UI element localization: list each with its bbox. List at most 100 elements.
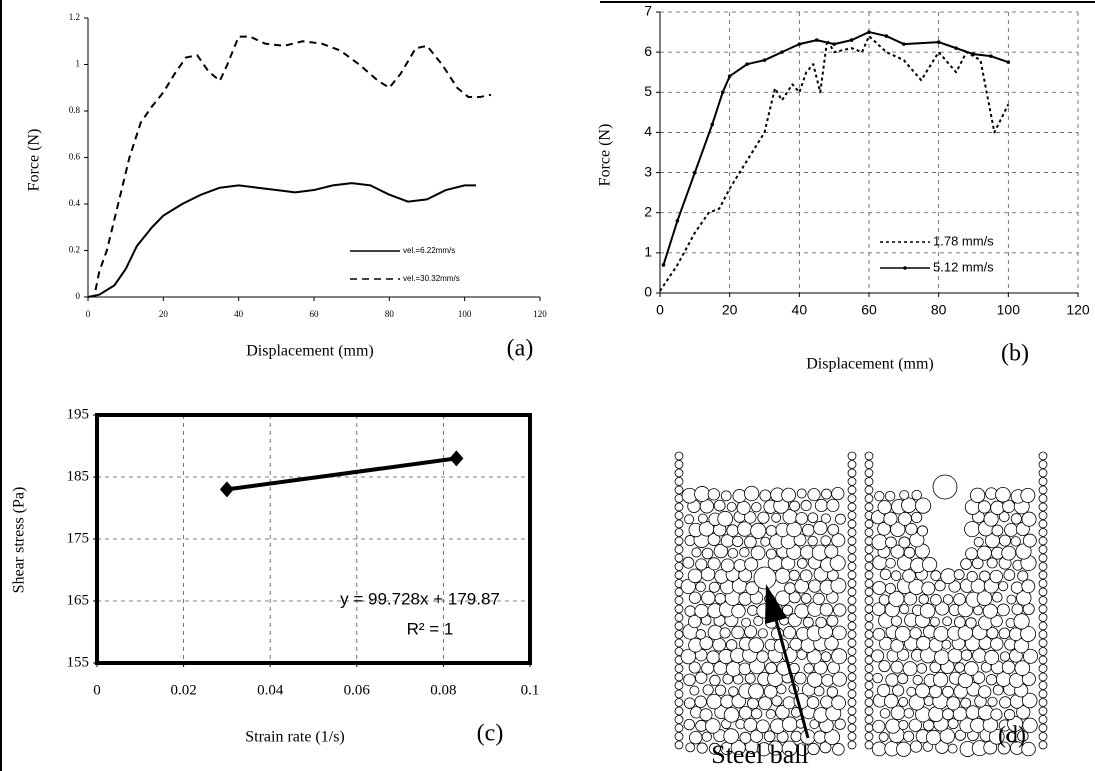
particle [942,685,954,698]
particle [1016,705,1031,720]
particle [1010,513,1022,525]
particle [688,661,701,674]
particle [942,616,953,627]
particle [939,728,956,744]
particle [1038,570,1048,580]
particle [864,613,874,622]
particle [802,616,814,628]
particle [1038,468,1048,478]
particle [743,717,758,732]
particle [674,460,684,469]
particle [919,603,936,619]
point [219,481,234,498]
particle [674,613,684,622]
particle [821,488,832,500]
particle [871,534,888,551]
particle [820,651,832,662]
x-tick-label: 100 [997,302,1021,318]
particle [874,490,885,502]
particle [739,547,750,558]
legend-label: vel.=6.22mm/s [403,246,455,255]
particle [1038,664,1048,673]
particle [717,510,734,527]
particle [999,696,1012,709]
particle [935,601,950,616]
particle [831,486,845,501]
x-axis-title: Displacement (mm) [806,356,934,373]
particle [847,689,857,699]
particle [674,672,684,682]
particle [744,511,757,524]
particle [997,603,1010,617]
particle [831,533,846,548]
particle [808,579,822,593]
particle [903,592,918,606]
x-tick-label: 0.02 [170,682,196,698]
particle [998,627,1011,640]
particle [1038,528,1048,537]
x-axis-title: Displacement (mm) [246,343,374,360]
particle [694,486,710,502]
particle [879,568,892,580]
point [954,46,958,50]
particle [685,742,696,753]
particle [847,740,857,750]
particle [706,650,720,664]
particle [884,582,896,594]
particle [1038,502,1048,512]
particle [933,626,949,642]
particle [864,451,874,461]
point [675,218,680,223]
particle [831,648,848,665]
panel-label: (a) [507,336,534,362]
particle [960,649,973,661]
particle [864,460,874,469]
particle [696,742,708,754]
particle [972,671,986,684]
particle [864,689,874,699]
particle [706,693,722,710]
particle [788,569,800,581]
particle [763,730,776,743]
particle [821,674,834,687]
particle [757,511,770,524]
particle [941,639,952,650]
particle [966,570,978,583]
y-tick-label: 195 [67,406,90,422]
y-axis-title: Shear stress (Pa) [11,487,28,594]
particle [1011,603,1024,616]
particle [957,672,974,689]
particle [832,743,845,756]
particle [847,638,857,648]
particle [897,648,910,661]
particle [864,579,874,588]
x-tick-label: 0 [86,309,91,319]
y-tick-label: 0.6 [69,152,81,162]
y-tick-label: 3 [644,163,652,179]
y-axis-title: Force (N) [597,124,614,187]
particle [674,706,684,716]
particle [834,513,846,525]
particle [1020,487,1036,503]
point [1006,60,1011,64]
y-tick-label: 0.2 [69,245,80,255]
particle [832,625,847,641]
particle [826,498,840,512]
particle [747,605,758,616]
particle [953,593,966,606]
particle [812,592,825,606]
particle [1038,638,1048,648]
chart: 0 0.2 0.4 0.6 0.8 1 1.2 0 20 40 60 80 100 120 vel.=6.2… [26,12,548,361]
particle [1021,511,1037,527]
particle [751,708,763,720]
particle [1038,494,1048,503]
particle [708,742,721,755]
point [971,52,976,56]
particle [990,637,1004,651]
particle [720,490,732,502]
particle [918,594,929,605]
y-tick-label: 1 [644,244,652,260]
particle [1003,569,1016,581]
particle [695,581,706,593]
